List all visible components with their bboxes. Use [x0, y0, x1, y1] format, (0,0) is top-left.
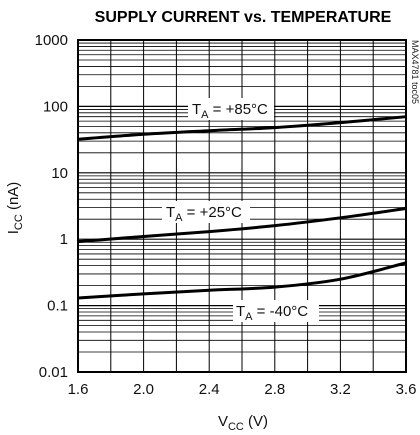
series-label-25c: TA = +25°C [162, 201, 250, 224]
y-tick-label: 0.01 [39, 364, 68, 381]
x-tick-label: 2.0 [133, 381, 154, 398]
part-tag: MAX4781 toc05 [410, 40, 420, 104]
svg-text:TA = -40°C: TA = -40°C [236, 303, 308, 323]
y-tick-label: 100 [43, 98, 68, 115]
x-axis-label: VCC (V) [218, 413, 268, 433]
y-tick-label: 1000 [35, 32, 68, 49]
series-label-minus40c: TA = -40°C [233, 300, 319, 323]
x-tick-label: 1.6 [68, 381, 89, 398]
x-tick-label: 3.2 [330, 381, 351, 398]
y-tick-label: 0.1 [47, 298, 68, 315]
y-axis-label: ICC (nA) [5, 182, 25, 235]
series-line-85c [77, 115, 407, 141]
x-tick-label: 3.6 [396, 381, 417, 398]
series-lines [77, 115, 407, 300]
y-tick-labels: 0.01 0.1 1 10 100 1000 [35, 32, 68, 381]
y-tick-label: 10 [51, 165, 68, 182]
series-label-85c: TA = +85°C [188, 98, 274, 121]
svg-text:TA = +25°C: TA = +25°C [166, 204, 242, 224]
x-tick-labels: 1.6 2.0 2.4 2.8 3.2 3.6 [68, 381, 417, 398]
plot-frame [77, 39, 407, 373]
series-line-25c [77, 207, 407, 244]
svg-text:TA = +85°C: TA = +85°C [192, 101, 268, 121]
x-tick-label: 2.4 [199, 381, 220, 398]
series-line-minus40c [77, 261, 407, 300]
chart-title: SUPPLY CURRENT vs. TEMPERATURE [95, 9, 392, 26]
x-tick-label: 2.8 [264, 381, 285, 398]
y-tick-label: 1 [60, 231, 68, 248]
grid [78, 40, 406, 372]
